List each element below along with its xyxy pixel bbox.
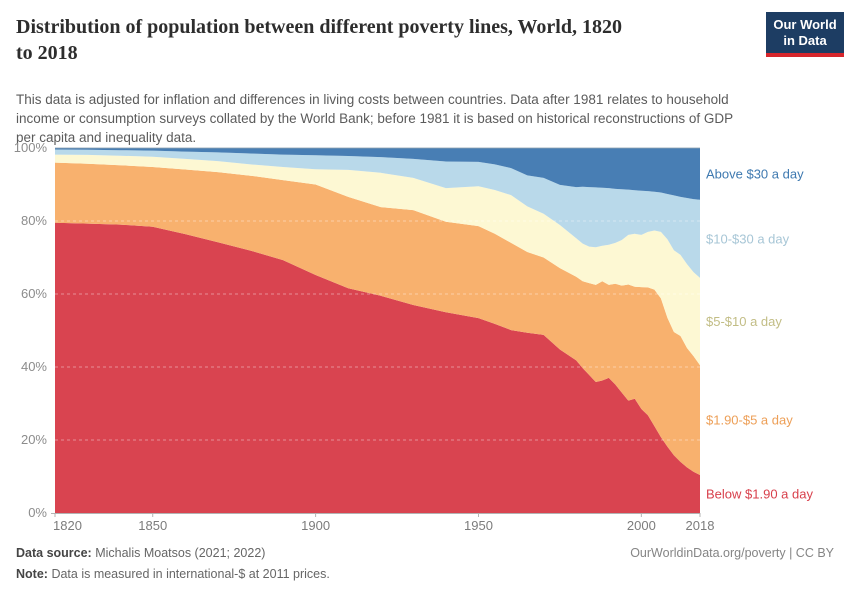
chart-subtitle: This data is adjusted for inflation and … [16,90,733,147]
data-source-value: Michalis Moatsos (2021; 2022) [95,546,266,560]
x-tick-label-2000: 2000 [627,518,656,533]
owid-logo[interactable]: Our World in Data [766,12,844,57]
chart-subtitle-line-1: This data is adjusted for inflation and … [16,92,729,107]
data-source-label: Data source: [16,546,92,560]
owid-link[interactable]: OurWorldinData.org/poverty | CC BY [630,546,834,560]
legend-group: Below $1.90 a day $1.90-$5 a day $5-$10 a … [706,166,813,501]
poverty-stacked-area-chart[interactable]: 1820 1850 1900 1950 2000 2018 0% 20% 40% 60% 80% 1… [0,140,850,542]
area-above-30[interactable] [55,148,700,200]
y-tick-label-40: 40% [21,359,47,374]
area-10-to-30[interactable] [55,149,700,278]
gridlines-group [55,147,700,441]
page-title: Distribution of population between diffe… [16,14,622,66]
page-title-line-2: to 2018 [16,42,78,64]
legend-label-below-1-90[interactable]: Below $1.90 a day [706,487,813,502]
chart-subtitle-line-2: income or consumption surveys collated b… [16,111,734,126]
note-value: Data is measured in international-$ at 2… [51,567,330,581]
x-tick-label-1850: 1850 [138,518,167,533]
area-series-group [55,148,700,514]
y-tick-label-0: 0% [28,505,47,520]
owid-logo-line-1: Our World [773,17,837,32]
x-tick-label-1900: 1900 [301,518,330,533]
page-title-line-1: Distribution of population between diffe… [16,16,622,38]
chart-subtitle-line-3: per capita and inequality data. [16,130,197,145]
note-label: Note: [16,567,48,581]
area-1-90-to-5[interactable] [55,162,700,475]
legend-label-1-90-to-5[interactable]: $1.90-$5 a day [706,413,793,428]
x-tick-label-2018: 2018 [686,518,715,533]
legend-label-above-30[interactable]: Above $30 a day [706,166,804,181]
y-tick-label-80: 80% [21,213,47,228]
area-5-to-10[interactable] [55,154,700,366]
legend-label-5-to-10[interactable]: $5-$10 a day [706,314,782,329]
y-tick-label-20: 20% [21,432,47,447]
y-tick-label-60: 60% [21,286,47,301]
legend-label-10-to-30[interactable]: $10-$30 a day [706,231,790,246]
x-tick-label-1820: 1820 [53,518,82,533]
footer: Data source: Michalis Moatsos (2021; 202… [16,543,330,585]
y-tick-label-100: 100% [14,140,48,155]
x-tick-label-1950: 1950 [464,518,493,533]
y-axis: 0% 20% 40% 60% 80% 100% [14,140,48,520]
owid-logo-line-2: in Data [783,33,827,48]
x-axis: 1820 1850 1900 1950 2000 2018 [51,513,714,533]
note-line: Note: Data is measured in international-… [16,564,330,585]
data-source-line: Data source: Michalis Moatsos (2021; 202… [16,543,330,564]
area-below-1-90[interactable] [55,222,700,514]
